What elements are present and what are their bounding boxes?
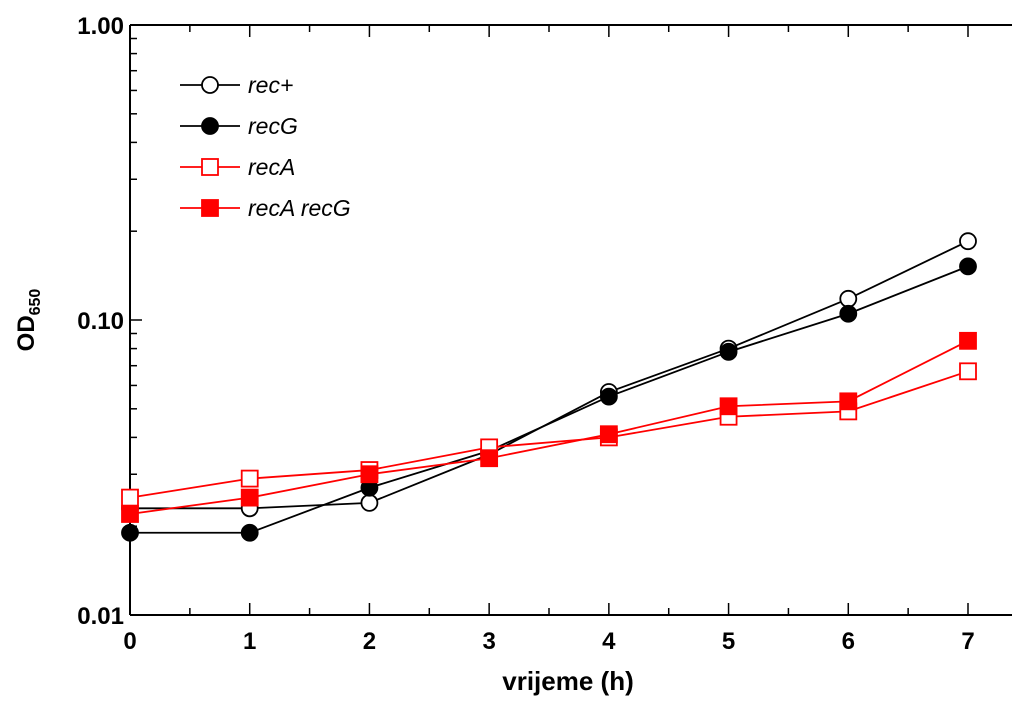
data-point xyxy=(360,493,379,512)
data-point xyxy=(839,304,858,323)
x-tick-label: 4 xyxy=(602,628,616,655)
data-series xyxy=(121,232,977,542)
legend-item: recG xyxy=(180,113,298,139)
data-point xyxy=(959,232,977,251)
x-tick-label: 7 xyxy=(961,628,974,655)
x-tick-label: 2 xyxy=(363,628,376,655)
tick-labels: 0 1 2 3 4 5 6 7 0.01 0.10 1.00 xyxy=(77,13,974,655)
legend-item: recA xyxy=(180,154,295,180)
x-tick-label: 1 xyxy=(243,628,256,655)
legend-marker xyxy=(201,117,219,135)
data-point xyxy=(121,488,139,507)
x-tick-label: 0 xyxy=(123,628,136,655)
legend-marker xyxy=(201,199,219,217)
x-tick-label: 5 xyxy=(722,628,735,655)
legend-label: recA recG xyxy=(248,195,351,221)
data-point xyxy=(839,289,858,308)
x-tick-label: 6 xyxy=(842,628,855,655)
legend-item: recA recG xyxy=(180,195,351,221)
legend-item: rec+ xyxy=(180,72,293,98)
series-line xyxy=(130,240,969,510)
data-point xyxy=(599,425,618,444)
data-point xyxy=(121,523,139,542)
data-point xyxy=(839,392,858,411)
data-point xyxy=(719,397,738,416)
series-3 xyxy=(121,331,977,523)
legend-marker xyxy=(201,158,219,176)
series-line xyxy=(129,340,969,515)
data-point xyxy=(959,331,977,350)
legend-marker xyxy=(201,76,219,94)
tick-marks xyxy=(129,24,969,616)
legend-label: rec+ xyxy=(248,72,293,98)
data-point xyxy=(959,257,977,276)
legend: rec+ recG recA recA recG xyxy=(180,72,351,221)
data-point xyxy=(360,465,379,484)
data-point xyxy=(240,488,259,507)
y-axis-label-subscript: 650 xyxy=(27,289,44,316)
legend-label: recG xyxy=(248,113,298,139)
data-point xyxy=(959,362,977,381)
data-point xyxy=(599,387,618,406)
series-2 xyxy=(121,362,977,507)
data-point xyxy=(240,523,259,542)
y-tick-label: 0.10 xyxy=(77,308,124,335)
series-line xyxy=(129,370,969,499)
x-tick-label: 3 xyxy=(482,628,495,655)
y-axis-label-main: OD xyxy=(13,315,40,351)
data-point xyxy=(240,469,259,488)
x-axis-label: vrijeme (h) xyxy=(502,666,634,696)
y-tick-label: 0.01 xyxy=(77,603,124,630)
data-point xyxy=(719,342,738,361)
legend-label: recA xyxy=(248,154,295,180)
data-point xyxy=(121,505,139,523)
y-tick-label: 1.00 xyxy=(77,13,124,40)
data-point xyxy=(480,449,499,468)
y-axis-label: OD650 xyxy=(13,289,44,352)
series-line xyxy=(130,265,969,534)
